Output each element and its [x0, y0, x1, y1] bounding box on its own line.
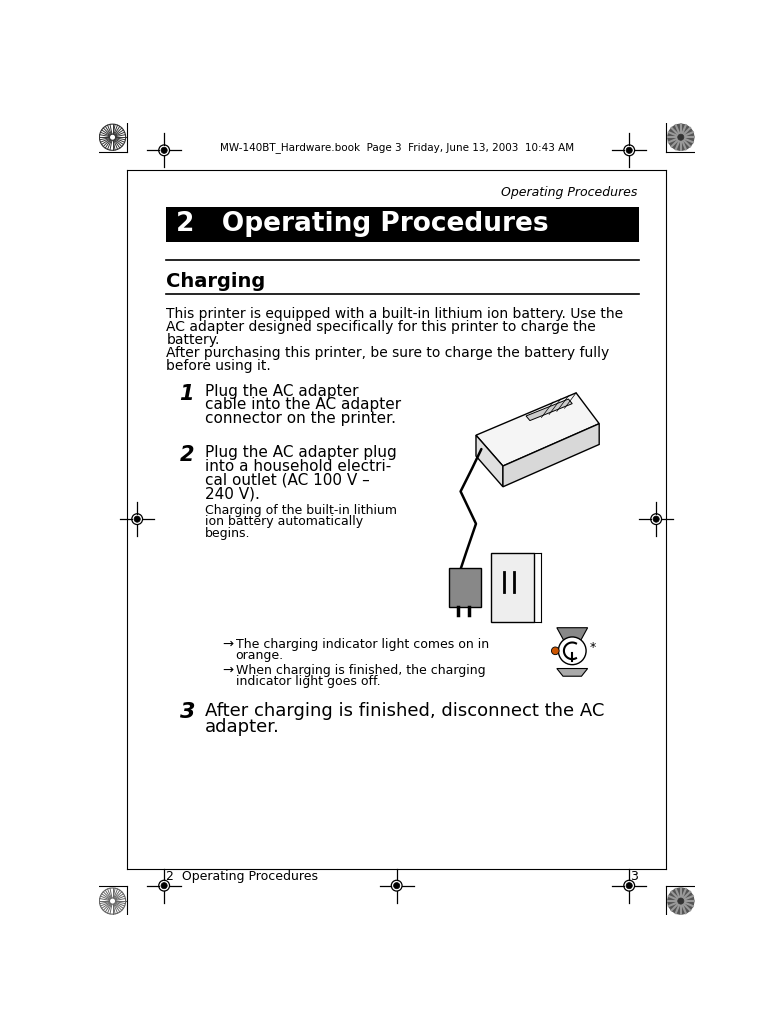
Text: into a household electri-: into a household electri-: [205, 460, 391, 474]
Text: 3: 3: [180, 702, 195, 723]
Text: MW-140BT_Hardware.book  Page 3  Friday, June 13, 2003  10:43 AM: MW-140BT_Hardware.book Page 3 Friday, Ju…: [220, 143, 574, 153]
Text: *: *: [589, 641, 595, 654]
Text: Plug the AC adapter plug: Plug the AC adapter plug: [205, 445, 397, 461]
Circle shape: [551, 647, 559, 655]
Text: cable into the AC adapter: cable into the AC adapter: [205, 398, 401, 412]
Circle shape: [668, 124, 694, 150]
Text: 3: 3: [630, 870, 638, 883]
Text: 240 V).: 240 V).: [205, 487, 260, 502]
Circle shape: [653, 516, 659, 522]
Polygon shape: [557, 668, 587, 676]
Text: Charging: Charging: [166, 272, 265, 291]
Text: Plug the AC adapter: Plug the AC adapter: [205, 383, 358, 399]
Text: before using it.: before using it.: [166, 359, 271, 373]
FancyBboxPatch shape: [491, 553, 534, 622]
Circle shape: [109, 898, 115, 905]
Text: adapter.: adapter.: [205, 718, 280, 736]
Text: Operating Procedures: Operating Procedures: [502, 186, 638, 199]
Text: →: →: [222, 664, 233, 676]
Text: cal outlet (AC 100 V –: cal outlet (AC 100 V –: [205, 473, 370, 488]
Text: indicator light goes off.: indicator light goes off.: [236, 674, 380, 688]
Text: The charging indicator light comes on in: The charging indicator light comes on in: [236, 637, 489, 651]
Circle shape: [134, 516, 140, 522]
Circle shape: [678, 134, 684, 140]
Text: orange.: orange.: [236, 649, 284, 661]
Circle shape: [678, 898, 684, 905]
Polygon shape: [476, 393, 599, 466]
Text: AC adapter designed specifically for this printer to charge the: AC adapter designed specifically for thi…: [166, 320, 596, 334]
Circle shape: [558, 637, 586, 665]
Text: After purchasing this printer, be sure to charge the battery fully: After purchasing this printer, be sure t…: [166, 345, 610, 360]
Text: 1: 1: [180, 383, 194, 404]
FancyBboxPatch shape: [449, 568, 481, 607]
Text: connector on the printer.: connector on the printer.: [205, 411, 396, 427]
Circle shape: [394, 883, 399, 889]
Circle shape: [626, 147, 632, 153]
Circle shape: [668, 888, 694, 914]
Text: begins.: begins.: [205, 526, 251, 540]
Text: 2  Operating Procedures: 2 Operating Procedures: [166, 870, 318, 883]
Circle shape: [626, 883, 632, 889]
Text: 2   Operating Procedures: 2 Operating Procedures: [176, 211, 548, 237]
Text: ion battery automatically: ion battery automatically: [205, 515, 363, 528]
Polygon shape: [476, 435, 503, 487]
Circle shape: [161, 883, 167, 889]
Polygon shape: [526, 399, 572, 420]
Text: After charging is finished, disconnect the AC: After charging is finished, disconnect t…: [205, 702, 604, 721]
Text: battery.: battery.: [166, 333, 220, 346]
Text: This printer is equipped with a built-in lithium ion battery. Use the: This printer is equipped with a built-in…: [166, 306, 624, 321]
Polygon shape: [557, 628, 587, 645]
Circle shape: [161, 147, 167, 153]
Text: 2: 2: [180, 445, 194, 466]
Polygon shape: [503, 424, 599, 487]
Text: Charging of the built-in lithium: Charging of the built-in lithium: [205, 504, 397, 517]
Text: →: →: [222, 637, 233, 651]
Circle shape: [109, 134, 115, 140]
Text: When charging is finished, the charging: When charging is finished, the charging: [236, 664, 485, 676]
FancyBboxPatch shape: [166, 207, 639, 242]
